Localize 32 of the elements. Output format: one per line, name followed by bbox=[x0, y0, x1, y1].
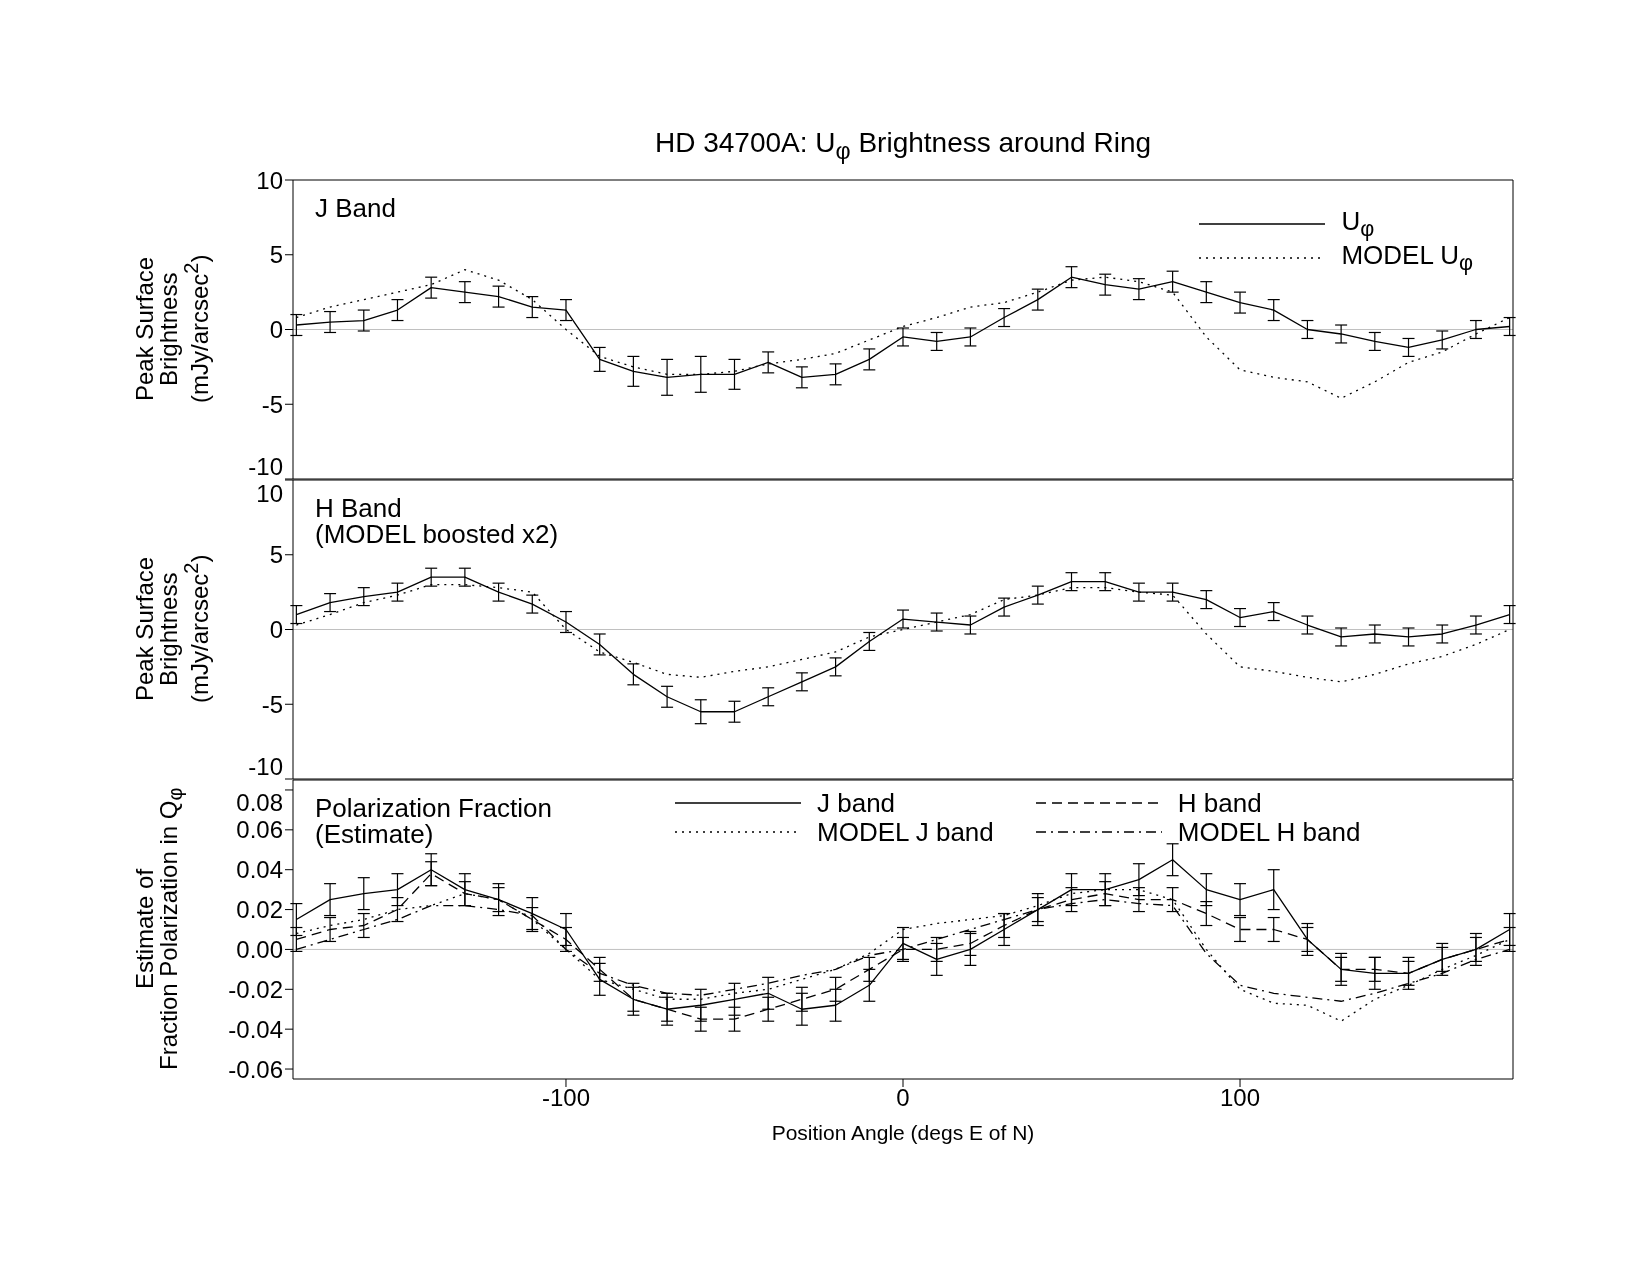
legend-label: MODEL J band bbox=[817, 816, 994, 847]
x-tick-label: -100 bbox=[541, 1084, 591, 1112]
y-tick-label: 0.02 bbox=[236, 896, 283, 924]
y-tick-label: -10 bbox=[248, 752, 283, 780]
annotation: Polarization Fraction (Estimate) bbox=[315, 793, 552, 849]
legend-label: MODEL U$_{φ}$ bbox=[1341, 240, 1473, 276]
legend-label: U$_{φ}$ bbox=[1341, 206, 1375, 242]
y-tick-label: -10 bbox=[248, 452, 283, 480]
y-tick-label: -5 bbox=[261, 690, 283, 718]
legend-label: MODEL H band bbox=[1177, 816, 1361, 847]
y-tick-label: 0.06 bbox=[236, 816, 283, 844]
y-tick-label: 0.00 bbox=[236, 935, 283, 963]
y-tick-label: -5 bbox=[261, 390, 283, 418]
annotation: H Band (MODEL boosted x2) bbox=[315, 493, 559, 549]
y-tick-label: 5 bbox=[269, 241, 283, 269]
y-tick-label: 5 bbox=[269, 541, 283, 569]
x-tick-label: 0 bbox=[896, 1084, 910, 1112]
x-tick-label: 100 bbox=[1219, 1084, 1261, 1112]
y-tick-label: 0 bbox=[269, 316, 283, 343]
y-tick-label: -0.06 bbox=[228, 1055, 283, 1083]
y-tick-label: 0.08 bbox=[236, 789, 283, 817]
y-tick-label: 0 bbox=[269, 616, 283, 643]
annotation: J Band bbox=[315, 193, 396, 223]
y-tick-label: 0.04 bbox=[236, 856, 283, 884]
y-tick-label: -0.02 bbox=[228, 975, 283, 1003]
legend-label: H band bbox=[1177, 788, 1262, 818]
y-tick-label: -0.04 bbox=[228, 1015, 283, 1043]
chart-title: HD 34700A: U$_{φ}$ Brightness around Ring bbox=[653, 127, 1153, 165]
y-tick-label: 10 bbox=[256, 166, 283, 194]
legend-label: J band bbox=[817, 788, 896, 818]
y-tick-label: 10 bbox=[256, 479, 283, 507]
x-axis-title: Position Angle (degs E of N) bbox=[770, 1121, 1036, 1145]
